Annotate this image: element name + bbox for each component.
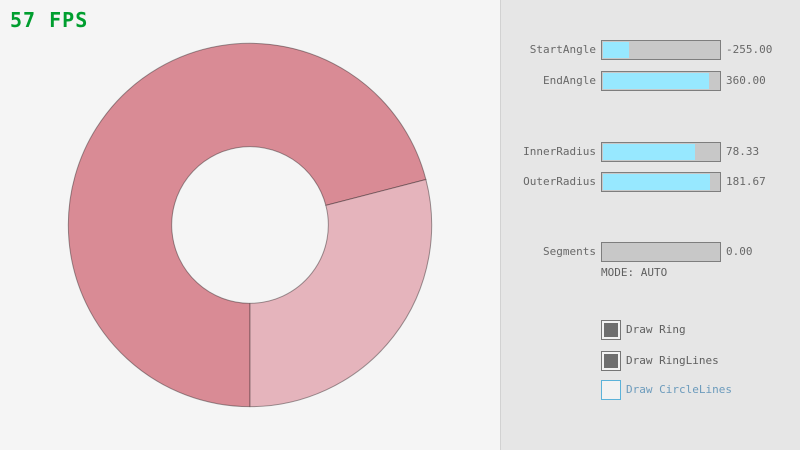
checkbox-label: Draw CircleLines <box>626 383 732 396</box>
checkmark-icon <box>604 323 618 337</box>
slider-fill <box>603 174 711 190</box>
checkbox-draw-ring: Draw Ring <box>601 320 800 340</box>
checkbox-label: Draw RingLines <box>626 354 719 367</box>
segments-mode-label: MODE: AUTO <box>601 266 668 279</box>
slider-label: OuterRadius <box>523 175 596 188</box>
slider-fill <box>603 144 696 160</box>
checkbox-box[interactable] <box>601 380 621 400</box>
checkmark-icon <box>604 354 618 368</box>
checkbox-draw-ringlines: Draw RingLines <box>601 351 800 371</box>
slider-fill <box>603 73 710 89</box>
endangle-slider[interactable] <box>601 71 721 91</box>
control-panel: StartAngle -255.00 EndAngle 360.00 Inner… <box>500 0 800 450</box>
render-canvas: 57 FPS <box>0 0 500 450</box>
checkbox-box[interactable] <box>601 320 621 340</box>
checkbox-label: Draw Ring <box>626 323 686 336</box>
startangle-slider[interactable] <box>601 40 721 60</box>
fps-counter: 57 FPS <box>10 8 89 32</box>
slider-row-outerradius: OuterRadius 181.67 <box>501 172 800 192</box>
slider-row-segments: Segments 0.00 <box>501 242 800 262</box>
slider-value: -255.00 <box>726 43 773 56</box>
slider-value: 78.33 <box>726 145 760 158</box>
slider-value: 181.67 <box>726 175 766 188</box>
checkbox-box[interactable] <box>601 351 621 371</box>
slider-fill <box>603 42 629 58</box>
checkbox-draw-circlelines: Draw CircleLines <box>601 380 800 400</box>
slider-row-startangle: StartAngle -255.00 <box>501 40 800 60</box>
segments-slider[interactable] <box>601 242 721 262</box>
slider-label: EndAngle <box>543 74 596 87</box>
outerradius-slider[interactable] <box>601 172 721 192</box>
innerradius-slider[interactable] <box>601 142 721 162</box>
slider-value: 0.00 <box>726 245 753 258</box>
ring-sector-light <box>249 178 433 408</box>
slider-row-innerradius: InnerRadius 78.33 <box>501 142 800 162</box>
slider-label: InnerRadius <box>523 145 596 158</box>
ring-sector-dark <box>67 42 427 408</box>
slider-row-endangle: EndAngle 360.00 <box>501 71 800 91</box>
donut-ring[interactable] <box>0 0 500 450</box>
slider-value: 360.00 <box>726 74 766 87</box>
slider-label: Segments <box>543 245 596 258</box>
slider-label: StartAngle <box>529 43 596 56</box>
